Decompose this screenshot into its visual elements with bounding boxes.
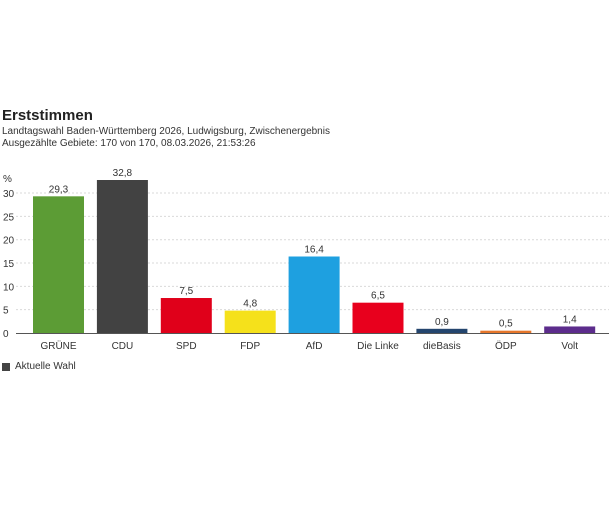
bar xyxy=(224,310,276,333)
x-tick-label: Volt xyxy=(561,341,578,352)
count-status: Ausgezählte Gebiete: 170 von 170, 08.03.… xyxy=(2,138,256,149)
x-tick-label: AfD xyxy=(306,341,323,352)
bar-value-label: 16,4 xyxy=(304,245,324,256)
bar xyxy=(352,302,404,333)
x-tick-label: GRÜNE xyxy=(40,340,76,352)
bar xyxy=(160,298,212,333)
bar-value-label: 0,5 xyxy=(499,319,513,330)
x-tick-label: FDP xyxy=(240,341,260,352)
legend-swatch xyxy=(2,362,10,371)
bar xyxy=(288,256,340,333)
y-tick-label: 0 xyxy=(3,329,9,340)
bar-chart: % 0 5 10 15 20 25 30 29,3 GRÜNE 32,8 CDU 7,5 SPD 4,8 FD… xyxy=(3,168,609,352)
bar xyxy=(96,180,148,333)
bar-value-label: 29,3 xyxy=(49,184,69,195)
x-tick-label: ÖDP xyxy=(495,340,517,352)
x-tick-label: SPD xyxy=(176,341,197,352)
bar-value-label: 1,4 xyxy=(563,314,577,325)
bar xyxy=(33,196,84,333)
bar xyxy=(480,330,532,333)
y-axis-label: % xyxy=(3,174,12,185)
bar-value-label: 4,8 xyxy=(243,299,257,310)
y-tick-label: 5 xyxy=(3,306,9,317)
y-tick-label: 25 xyxy=(3,212,15,223)
bar-value-label: 0,9 xyxy=(435,317,449,328)
x-tick-label: Die Linke xyxy=(357,341,399,352)
chart-title: Erststimmen xyxy=(2,107,93,124)
x-tick-label: dieBasis xyxy=(423,341,461,352)
y-tick-label: 20 xyxy=(3,236,15,247)
bar xyxy=(416,328,468,333)
y-tick-label: 15 xyxy=(3,259,15,270)
bar xyxy=(544,326,596,333)
bar-value-label: 32,8 xyxy=(113,168,133,179)
y-tick-label: 30 xyxy=(3,189,15,200)
bar-value-label: 7,5 xyxy=(179,286,193,297)
legend-label: Aktuelle Wahl xyxy=(15,361,76,372)
chart-subtitle: Landtagswahl Baden-Württemberg 2026, Lud… xyxy=(2,126,330,137)
legend: Aktuelle Wahl xyxy=(2,361,76,372)
bar-value-label: 6,5 xyxy=(371,291,385,302)
y-tick-label: 10 xyxy=(3,282,15,293)
x-tick-label: CDU xyxy=(112,341,134,352)
